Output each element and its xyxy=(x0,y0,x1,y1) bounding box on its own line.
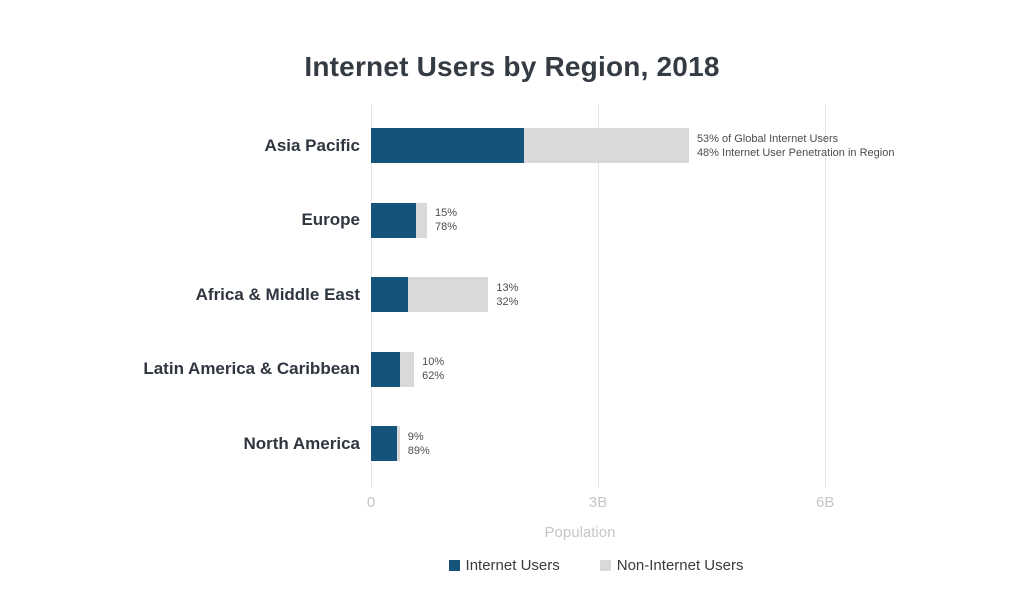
bar-internet-users xyxy=(371,351,400,387)
bar-annotation: 10% 62% xyxy=(422,355,444,383)
annotation-line: 9% xyxy=(407,430,424,443)
x-tick-label-3B: 3B xyxy=(588,494,608,511)
bar-annotation: 15% 78% xyxy=(435,206,457,234)
x-tick-label-6B: 6B xyxy=(816,494,835,511)
legend: Internet Users Non-Internet Users xyxy=(0,557,1024,574)
legend-label-internet-users: Internet Users xyxy=(465,557,560,574)
bar-internet-users xyxy=(371,128,524,163)
plot-area: 0 3B 6B 53% of Global Internet Users 48% Int… xyxy=(367,105,977,511)
chart-title: Internet Users by Region, 2018 xyxy=(304,51,720,82)
bar-internet-users xyxy=(371,426,397,461)
annotation-line: 15% xyxy=(435,207,458,219)
non-internet-users-swatch-icon xyxy=(599,560,611,571)
gridline-6B xyxy=(825,105,827,487)
bar-non-internet-users xyxy=(408,277,489,312)
annotation-line: 62% xyxy=(422,370,445,382)
bar-annotation: 53% of Global Internet Users 48% Internet… xyxy=(697,132,895,160)
category-label: Asia Pacific xyxy=(264,135,360,155)
annotation-line: 78% xyxy=(435,221,458,233)
annotation-line: 89% xyxy=(407,444,430,457)
x-axis-title: Population xyxy=(544,524,616,541)
category-label: North America xyxy=(243,433,360,453)
category-label: Europe xyxy=(301,210,360,229)
bar-internet-users xyxy=(371,202,416,238)
bar-non-internet-users xyxy=(415,202,427,238)
legend-item-non-internet-users: Non-Internet Users xyxy=(599,557,744,574)
legend-item-internet-users: Internet Users xyxy=(448,557,560,574)
bar-internet-users xyxy=(371,277,409,312)
legend-label-non-internet-users: Non-Internet Users xyxy=(616,557,744,574)
bar-annotation: 13% 32% xyxy=(496,281,518,309)
annotation-line: 53% of Global Internet Users xyxy=(696,132,839,145)
internet-users-swatch-icon xyxy=(448,560,460,571)
x-tick-label-0: 0 xyxy=(366,494,376,511)
annotation-line: 32% xyxy=(496,295,519,308)
annotation-line: 10% xyxy=(422,356,445,368)
gridline-3B xyxy=(598,105,600,487)
bar-non-internet-users xyxy=(399,351,415,387)
bar-non-internet-users xyxy=(396,426,400,461)
annotation-line: 48% Internet User Penetration in Region xyxy=(696,146,895,159)
annotation-line: 13% xyxy=(496,281,519,294)
bar-annotation: 9% 89% xyxy=(408,430,430,458)
bar-non-internet-users xyxy=(523,128,689,163)
category-label: Africa & Middle East xyxy=(195,284,360,304)
category-label: Latin America & Caribbean xyxy=(143,359,360,378)
